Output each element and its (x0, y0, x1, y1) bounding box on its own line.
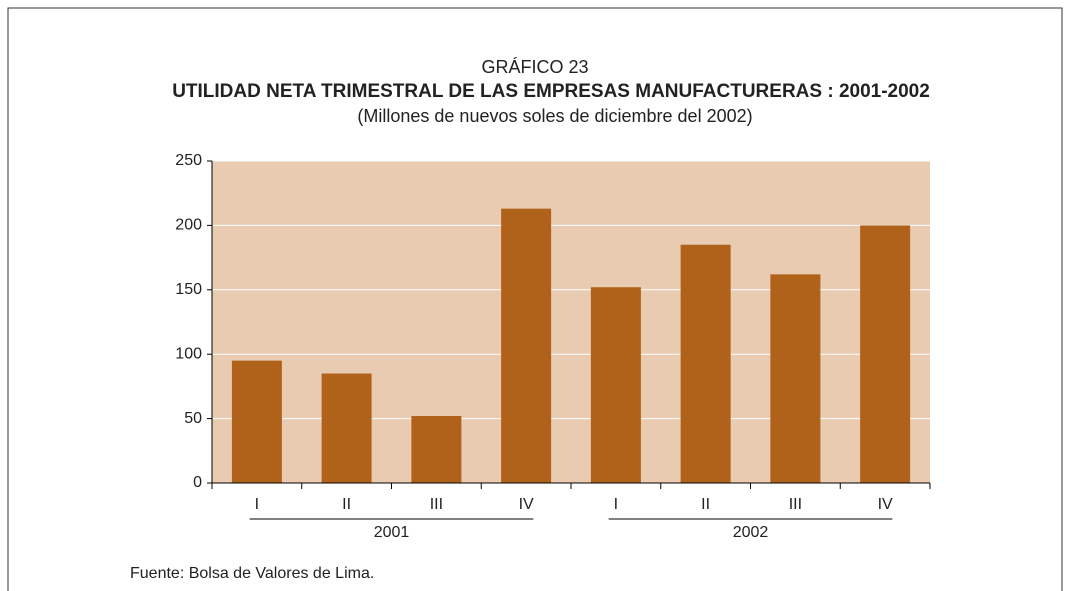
y-tick-label: 200 (175, 217, 202, 234)
x-tick-label: IV (519, 496, 534, 513)
plot-area (212, 161, 930, 483)
x-tick-label: II (701, 496, 710, 513)
bar (411, 416, 462, 483)
x-tick-label: II (342, 496, 351, 513)
group-label: 2002 (733, 524, 769, 541)
x-tick-label: III (789, 496, 802, 513)
chart-title: UTILIDAD NETA TRIMESTRAL DE LAS EMPRESAS… (172, 81, 930, 102)
y-tick-label: 250 (175, 152, 202, 169)
bar (860, 225, 911, 483)
x-tick-label: IV (878, 496, 893, 513)
x-tick-label: I (255, 496, 259, 513)
bar (680, 244, 731, 483)
frame (7, 7, 1063, 591)
bar (231, 360, 282, 483)
bar (321, 373, 372, 483)
chart-subtitle: (Millones de nuevos soles de diciembre d… (357, 106, 752, 126)
bar (770, 274, 821, 483)
y-tick-label: 50 (184, 410, 202, 427)
x-tick-label: I (614, 496, 618, 513)
source-note: Fuente: Bolsa de Valores de Lima. (130, 565, 374, 582)
x-tick-label: III (430, 496, 443, 513)
group-label: 2001 (374, 524, 410, 541)
y-tick-label: 150 (175, 281, 202, 298)
bar (501, 208, 552, 483)
y-tick-label: 100 (175, 345, 202, 362)
chart-label: GRÁFICO 23 (481, 57, 588, 77)
y-tick-label: 0 (193, 474, 202, 491)
bar (590, 287, 641, 483)
